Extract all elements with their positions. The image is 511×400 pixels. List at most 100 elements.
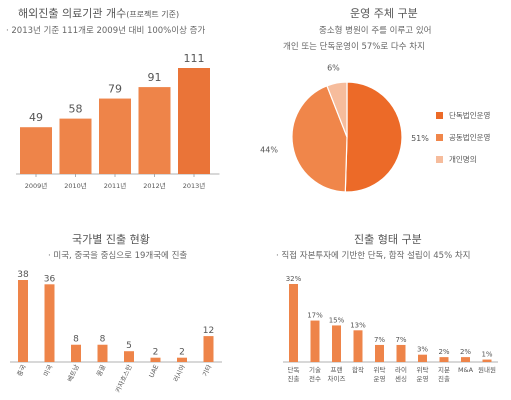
chart4-subtitle: · 직접 자본투자에 기반한 단독, 합작 설립이 45% 차지 (276, 251, 471, 261)
chart3-category-label-6: 러시아 (171, 363, 187, 383)
chart4-category-label-0-1: 진출 (288, 374, 300, 383)
chart3-category-label-1: 미국 (41, 363, 54, 378)
chart1-value-label-4: 111 (184, 52, 205, 65)
chart3-bar-3 (97, 344, 108, 362)
chart4-bar-2 (332, 325, 341, 362)
chart4-bar-0 (289, 284, 298, 362)
chart4-category-label-8-0: M&A (458, 366, 474, 374)
chart4-bar-1 (310, 320, 320, 362)
chart4-value-label-8: 2% (460, 348, 471, 356)
chart4-category-label-9-0: 원내원 (478, 365, 496, 374)
legend-swatch-1 (436, 133, 443, 141)
chart4-bar-8 (461, 357, 470, 362)
chart3-subtitle: · 미국, 중국을 중심으로 19개국에 진출 (48, 251, 188, 261)
chart4-bar-4 (375, 344, 384, 362)
chart2-value-label-1: 44% (260, 145, 278, 154)
chart3-bar-6 (177, 357, 187, 362)
chart4-category-label-1-1: 전수 (309, 374, 321, 383)
legend-label-1: 공동법인운영 (449, 132, 491, 142)
chart4-category-label-7-0: 지분 (438, 365, 450, 374)
chart4-category-label-0-0: 단독 (288, 365, 300, 374)
chart3-value-label-0: 38 (17, 270, 29, 280)
chart4-category-label-5-0: 라이 (395, 365, 407, 374)
chart3-value-label-7: 12 (203, 326, 214, 336)
chart3-bar-1 (44, 284, 55, 362)
chart3-value-label-4: 5 (126, 341, 132, 351)
chart2-slice-2 (326, 81, 348, 138)
chart3-title: 국가별 진출 현황 (72, 233, 150, 246)
chart4-bar-6 (418, 354, 427, 362)
legend-label-2: 개인명의 (449, 154, 477, 164)
chart1-bar-3 (138, 87, 171, 174)
chart1-category-label-4: 2013년 (183, 181, 206, 190)
chart3-bar-5 (150, 357, 161, 362)
chart3-category-label-5: UAE (147, 363, 160, 378)
chart3-bar-4 (124, 351, 134, 362)
legend-label-0: 단독법인운영 (449, 110, 491, 120)
chart1-value-label-0: 49 (29, 111, 43, 124)
chart4-category-label-7-1: 진출 (438, 374, 450, 383)
chart4-category-label-6-1: 운영 (417, 374, 429, 383)
chart4-category-label-2-0: 프랜 (331, 365, 343, 374)
chart2-subtitle-line2: 개인 또는 단독운영이 57%로 다수 차지 (283, 42, 425, 52)
chart1-bar-0 (20, 127, 52, 174)
chart2-subtitle-line1: 중소형 병원이 주를 이루고 있어 (319, 26, 432, 36)
chart2-title: 운영 주체 구분 (350, 7, 418, 20)
chart3-category-label-3: 몽골 (95, 363, 107, 377)
chart4-bar-3 (353, 330, 363, 362)
legend-item-0: 단독법인운영 (436, 104, 490, 126)
chart1-value-label-3: 91 (148, 71, 162, 84)
chart3-category-label-7: 기타 (200, 363, 213, 378)
chart4-category-label-1-0: 기술 (309, 365, 321, 374)
chart1-category-label-1: 2010년 (64, 181, 87, 190)
chart3-value-label-5: 2 (153, 348, 159, 358)
chart3-bar-0 (18, 280, 28, 362)
chart3-plot: 38 중국 36 미국 8 베트남 8 몽골 5 카자흐스탄 2 UAE 2 러시아 12 기타 (10, 270, 222, 394)
chart4-value-label-5: 7% (395, 336, 406, 344)
chart4-value-label-4: 7% (374, 336, 385, 344)
chart3-value-label-6: 2 (179, 348, 185, 358)
chart1-value-label-2: 79 (108, 83, 122, 96)
chart4-title: 진출 형태 구분 (354, 233, 422, 246)
chart3-value-label-3: 8 (100, 335, 106, 345)
chart1-plot: 49 2009년 58 2010년 79 2011년 91 2012년 111 2013년 (16, 52, 220, 190)
legend-swatch-0 (436, 111, 443, 119)
chart1-bar-4 (178, 68, 210, 174)
chart4-value-label-2: 15% (329, 316, 345, 324)
chart2-value-label-2: 6% (327, 63, 340, 72)
chart4-category-label-2-1: 차이즈 (328, 374, 346, 383)
chart1-title-note: (프로젝트 기준) (126, 10, 180, 19)
chart4-bar-7 (439, 357, 449, 362)
chart4-value-label-3: 13% (350, 321, 366, 329)
chart3-value-label-1: 36 (44, 274, 56, 284)
chart3-category-label-2: 베트남 (65, 363, 81, 383)
chart3-bar-2 (71, 344, 81, 362)
chart1-value-label-1: 58 (69, 103, 83, 116)
chart2-slice-1 (291, 85, 348, 193)
chart2-plot: 51% 44% 6% (260, 63, 429, 193)
chart4-category-label-3-0: 합작 (352, 365, 364, 374)
chart2-value-label-0: 51% (411, 134, 429, 143)
chart3-bar-7 (203, 336, 214, 362)
chart1-category-label-0: 2009년 (25, 181, 48, 190)
chart1-title-main: 해외진출 의료기관 개수 (18, 7, 127, 20)
chart4-value-label-7: 2% (438, 348, 449, 356)
chart4-category-label-4-1: 운영 (374, 374, 386, 383)
legend-item-2: 개인명의 (436, 148, 490, 170)
chart4-value-label-0: 32% (286, 275, 302, 283)
chart1-category-label-3: 2012년 (143, 181, 166, 190)
chart1-category-label-2: 2011년 (104, 181, 127, 190)
chart1-title: 해외진출 의료기관 개수(프로젝트 기준) (18, 5, 179, 21)
chart1-bar-1 (59, 118, 92, 174)
chart4-category-label-6-0: 위탁 (417, 366, 429, 374)
chart3-value-label-2: 8 (73, 335, 79, 345)
chart4-value-label-6: 3% (417, 346, 428, 354)
chart1-subtitle: · 2013년 기준 111개로 2009년 대비 100%이상 증가 (6, 26, 206, 36)
chart4-category-label-5-1: 센싱 (395, 374, 407, 383)
chart4-value-label-1: 17% (307, 312, 323, 320)
chart1-bar-2 (99, 98, 131, 174)
chart4-category-label-4-0: 위탁 (374, 366, 386, 374)
chart4-bar-5 (396, 344, 406, 362)
chart3-category-label-0: 중국 (16, 363, 28, 377)
